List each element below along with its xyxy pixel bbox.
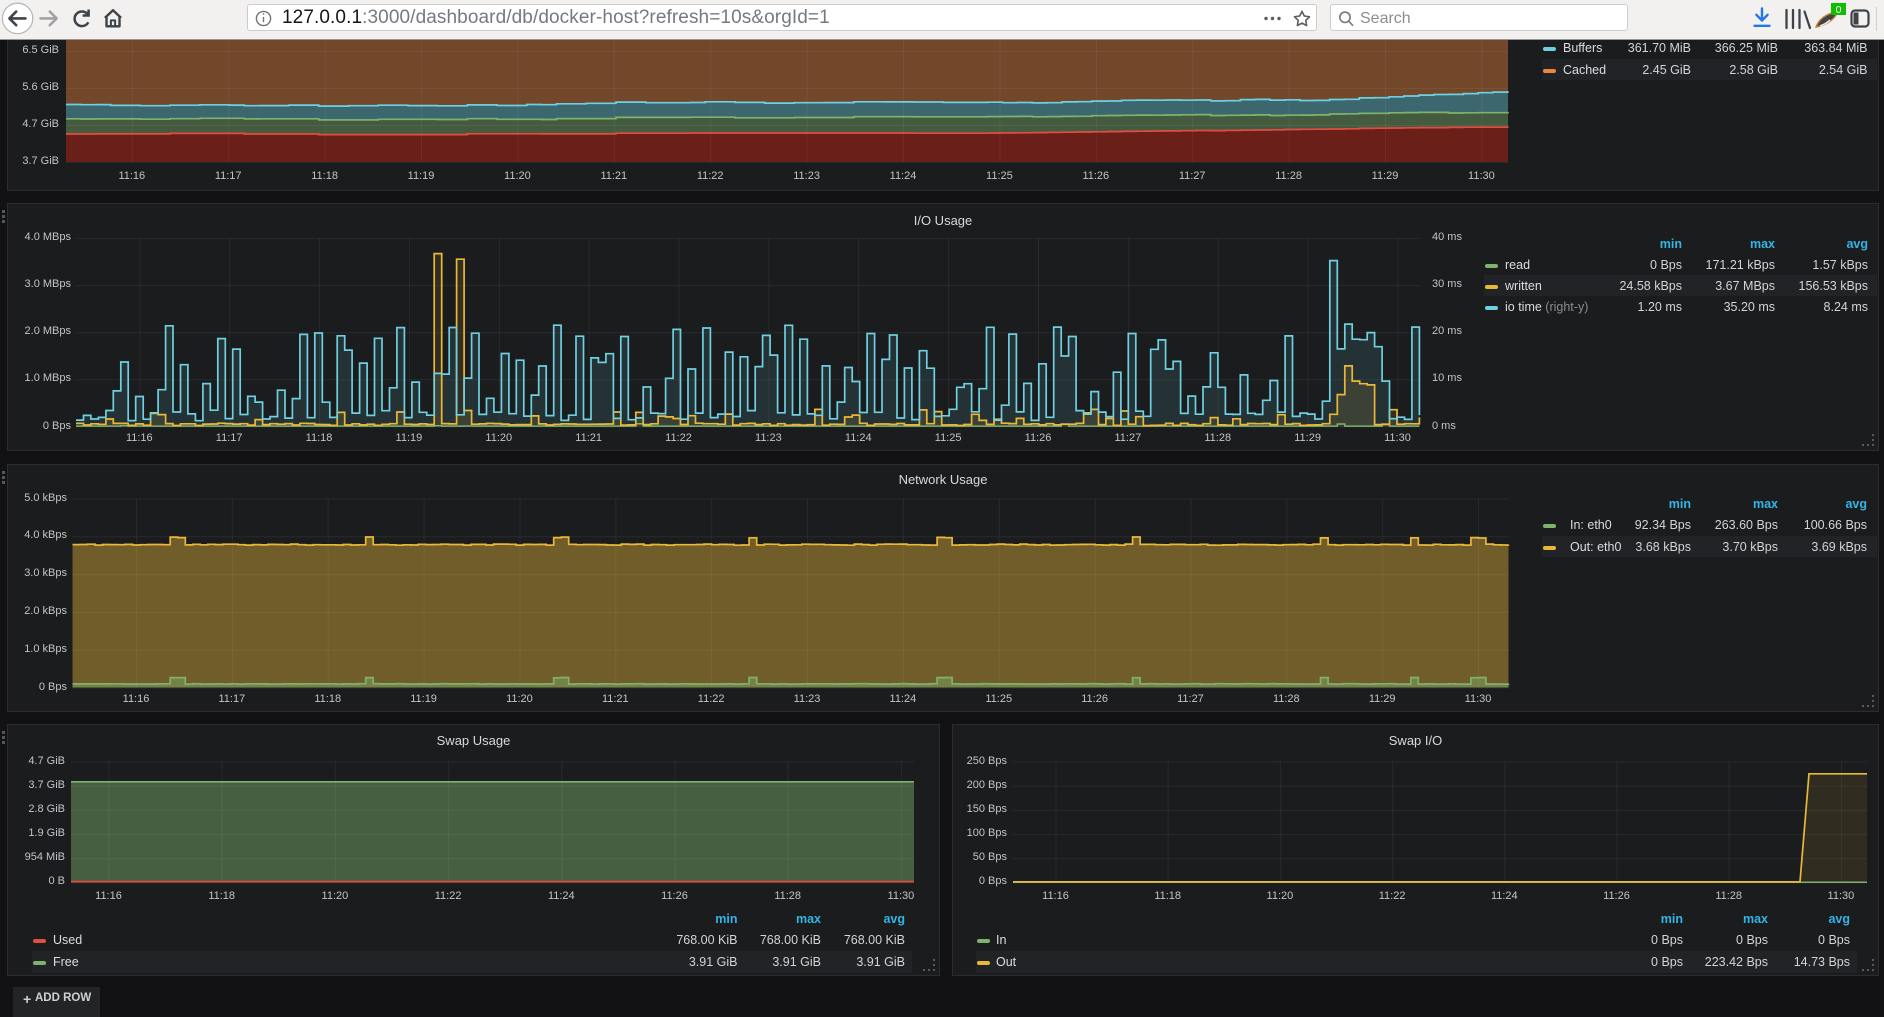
svg-text:0: 0 [1836, 4, 1842, 16]
